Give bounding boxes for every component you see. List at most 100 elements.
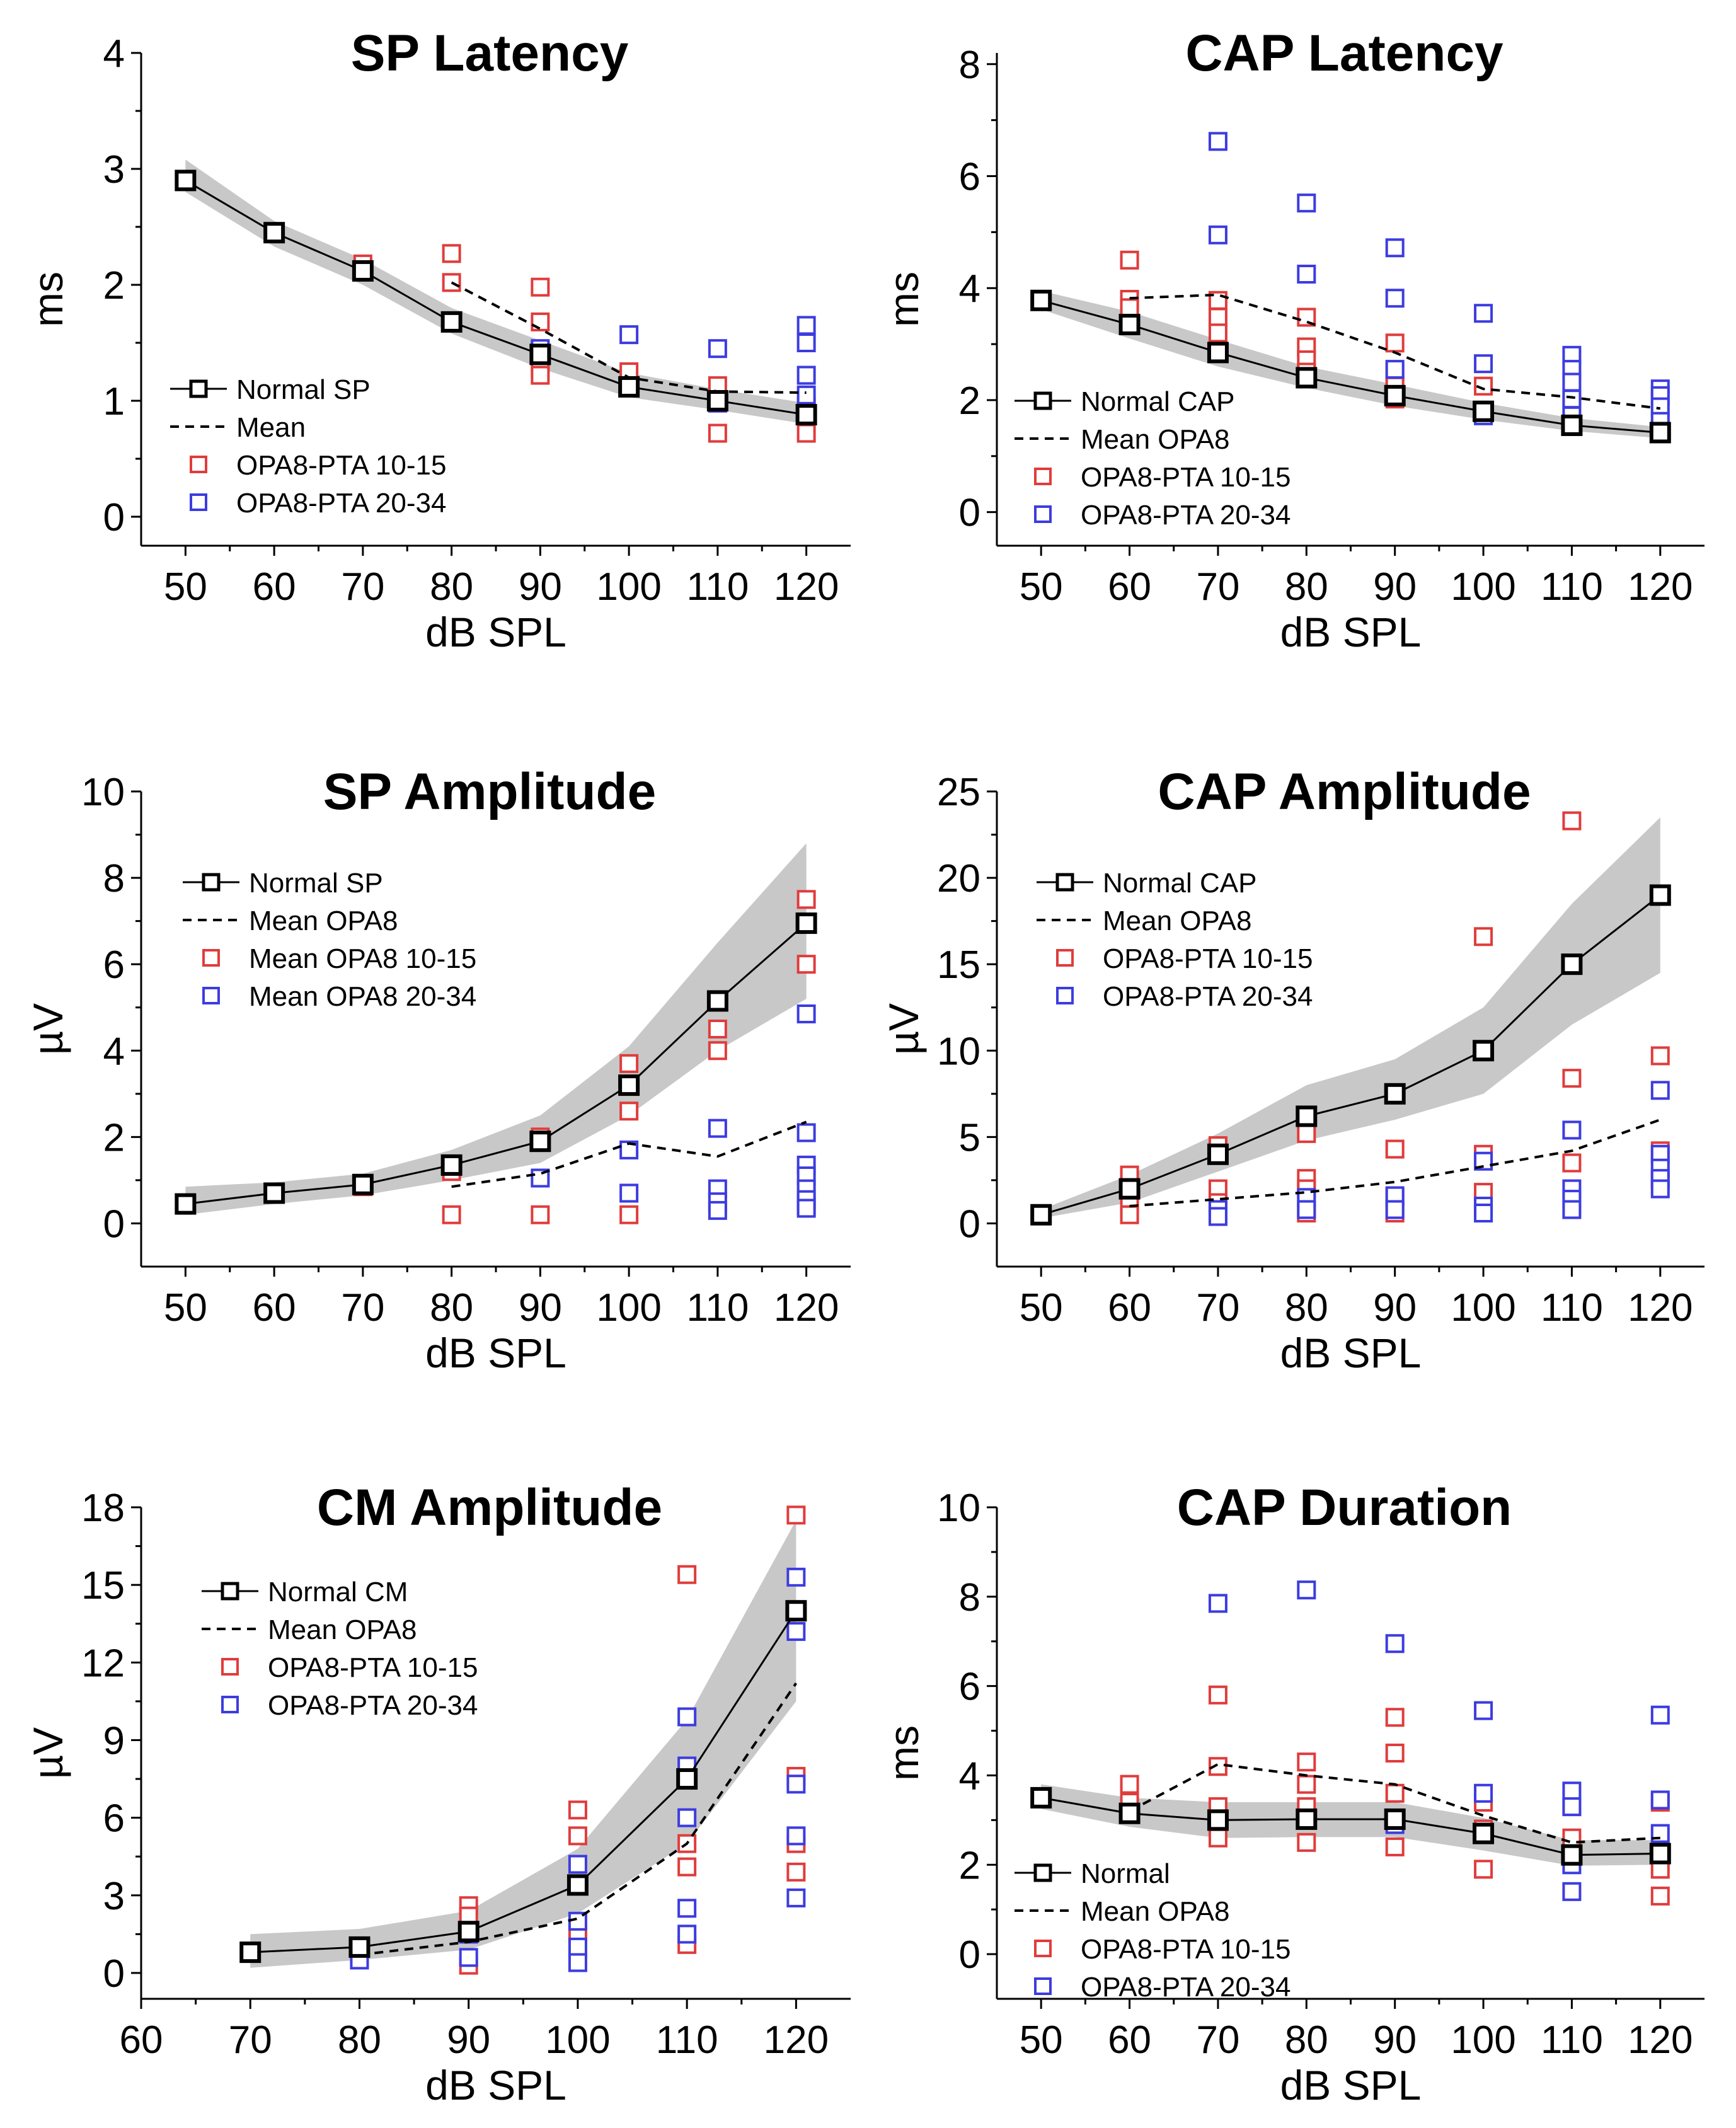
group2-point bbox=[1385, 1200, 1405, 1219]
group2-point bbox=[1297, 1200, 1316, 1219]
y-tick-label: 8 bbox=[103, 857, 125, 900]
group2-point bbox=[1562, 1797, 1582, 1817]
legend-group2-marker bbox=[202, 987, 220, 1004]
group2-point bbox=[1650, 1790, 1670, 1810]
group1-point bbox=[1562, 1069, 1582, 1088]
x-tick-label: 50 bbox=[1020, 1286, 1063, 1330]
group2-point bbox=[1562, 1120, 1582, 1140]
normal-point bbox=[529, 343, 551, 365]
panel-cap-duration: 50 60 70 80 90 100 110 120 0 2 4 6 8 10 CAP Duration dB… bbox=[880, 1479, 1704, 2108]
y-tick-label: 0 bbox=[959, 492, 980, 535]
legend-mean-label: Mean OPA8 bbox=[1103, 906, 1251, 936]
normal-point bbox=[239, 1941, 262, 1964]
legend-mean-label: Mean OPA8 bbox=[249, 906, 398, 936]
group2-point bbox=[1385, 289, 1405, 308]
group1-point bbox=[1474, 927, 1493, 946]
panel-sp-amplitude: 50 60 70 80 90 100 110 120 0 2 4 6 8 10 SP Amplitude dB… bbox=[25, 763, 851, 1376]
group1-point bbox=[568, 1800, 587, 1820]
normal-range-band bbox=[1041, 1784, 1660, 1866]
legend: Normal SP Mean OPA8-PTA 10-15 OPA8-PTA 20-3… bbox=[170, 374, 446, 519]
normal-point bbox=[457, 1921, 480, 1943]
normal-point bbox=[1296, 1808, 1318, 1830]
x-tick-label: 100 bbox=[1451, 1286, 1515, 1330]
y-tick-label: 3 bbox=[103, 1875, 125, 1918]
normal-point bbox=[352, 1173, 374, 1195]
legend-normal-label: Normal CAP bbox=[1081, 386, 1235, 417]
normal-point bbox=[1207, 342, 1229, 364]
group2-point bbox=[677, 1707, 697, 1727]
legend-mean-label: Mean OPA8 bbox=[1081, 424, 1229, 455]
y-tick-label: 0 bbox=[959, 1202, 980, 1246]
group1-point bbox=[796, 890, 816, 909]
group1-point bbox=[1297, 1752, 1316, 1772]
group1-point bbox=[1208, 1828, 1227, 1848]
normal-point bbox=[529, 1130, 551, 1153]
x-tick-label: 70 bbox=[341, 565, 384, 609]
x-tick-label: 90 bbox=[519, 1286, 562, 1330]
y-tick-label: 0 bbox=[103, 1952, 125, 1996]
legend-group1-label: OPA8-PTA 10-15 bbox=[236, 450, 446, 481]
y-axis-label: ms bbox=[25, 272, 71, 327]
group2-point bbox=[786, 1774, 806, 1794]
legend-group2-label: Mean OPA8 20-34 bbox=[249, 981, 476, 1012]
group2-point bbox=[677, 1899, 697, 1918]
group2-point bbox=[786, 1826, 806, 1846]
normal-range-band bbox=[185, 843, 807, 1215]
x-tick-label: 120 bbox=[1628, 1286, 1693, 1330]
legend-group2-label: OPA8-PTA 20-34 bbox=[1081, 500, 1291, 531]
x-tick-label: 50 bbox=[1020, 565, 1063, 609]
group2-point bbox=[708, 1200, 727, 1220]
normal-line bbox=[185, 180, 807, 416]
y-tick-label: 10 bbox=[937, 1030, 980, 1073]
x-tick-label: 120 bbox=[1628, 2018, 1693, 2062]
y-axis-label: µV bbox=[25, 1003, 71, 1055]
x-tick-label: 60 bbox=[253, 1286, 296, 1330]
normal-point bbox=[1118, 313, 1141, 335]
x-tick-label: 80 bbox=[1285, 2018, 1328, 2062]
group2-point bbox=[1474, 1701, 1493, 1720]
group2-point bbox=[619, 1140, 639, 1159]
chart-title: SP Latency bbox=[351, 25, 629, 82]
group1-point bbox=[1208, 323, 1227, 343]
normal-point bbox=[706, 390, 728, 411]
normal-point bbox=[1649, 422, 1671, 444]
legend-normal-label: Normal bbox=[1081, 1858, 1170, 1889]
y-tick-label: 25 bbox=[937, 771, 980, 814]
y-axis-label: ms bbox=[880, 272, 927, 327]
legend-normal-label: Normal SP bbox=[236, 374, 371, 405]
group2-point bbox=[1208, 1207, 1227, 1226]
normal-range-band bbox=[185, 159, 807, 424]
group1-point bbox=[442, 1205, 461, 1224]
mean-line bbox=[451, 1120, 807, 1188]
group2-point bbox=[459, 1948, 478, 1967]
legend-normal-marker bbox=[202, 873, 221, 892]
normal-point bbox=[1473, 1040, 1495, 1062]
group2-point bbox=[796, 1199, 816, 1218]
panel-cap-amplitude: 50 60 70 80 90 100 110 120 0 5 10 15 20 25 CAP Amplitu… bbox=[880, 763, 1704, 1376]
normal-point bbox=[1473, 400, 1495, 422]
group1-point bbox=[568, 1826, 587, 1846]
group1-point bbox=[1120, 250, 1139, 270]
y-tick-label: 2 bbox=[103, 1116, 125, 1159]
x-tick-label: 70 bbox=[1196, 565, 1239, 609]
y-axis-label: ms bbox=[880, 1725, 927, 1781]
mean-line bbox=[1129, 293, 1661, 410]
mean-line bbox=[1129, 1763, 1660, 1844]
y-tick-label: 10 bbox=[81, 771, 125, 814]
group1-point bbox=[619, 1205, 639, 1224]
x-tick-label: 110 bbox=[686, 1286, 749, 1330]
x-tick-label: 70 bbox=[1196, 1286, 1239, 1330]
normal-point bbox=[1384, 384, 1406, 406]
group1-point bbox=[1385, 1708, 1405, 1727]
normal-point bbox=[175, 170, 197, 192]
group2-point bbox=[1385, 238, 1405, 258]
group1-point bbox=[1562, 1153, 1582, 1173]
group2-point bbox=[1208, 225, 1227, 244]
group1-point bbox=[531, 365, 550, 385]
legend: Normal SP Mean OPA8 Mean OPA8 10-15 Mean OP… bbox=[183, 868, 476, 1012]
group1-point bbox=[1385, 1744, 1405, 1763]
normal-point bbox=[1384, 1808, 1406, 1830]
y-tick-label: 2 bbox=[959, 1844, 980, 1887]
normal-line bbox=[250, 1610, 797, 1953]
normal-point bbox=[1649, 884, 1671, 906]
